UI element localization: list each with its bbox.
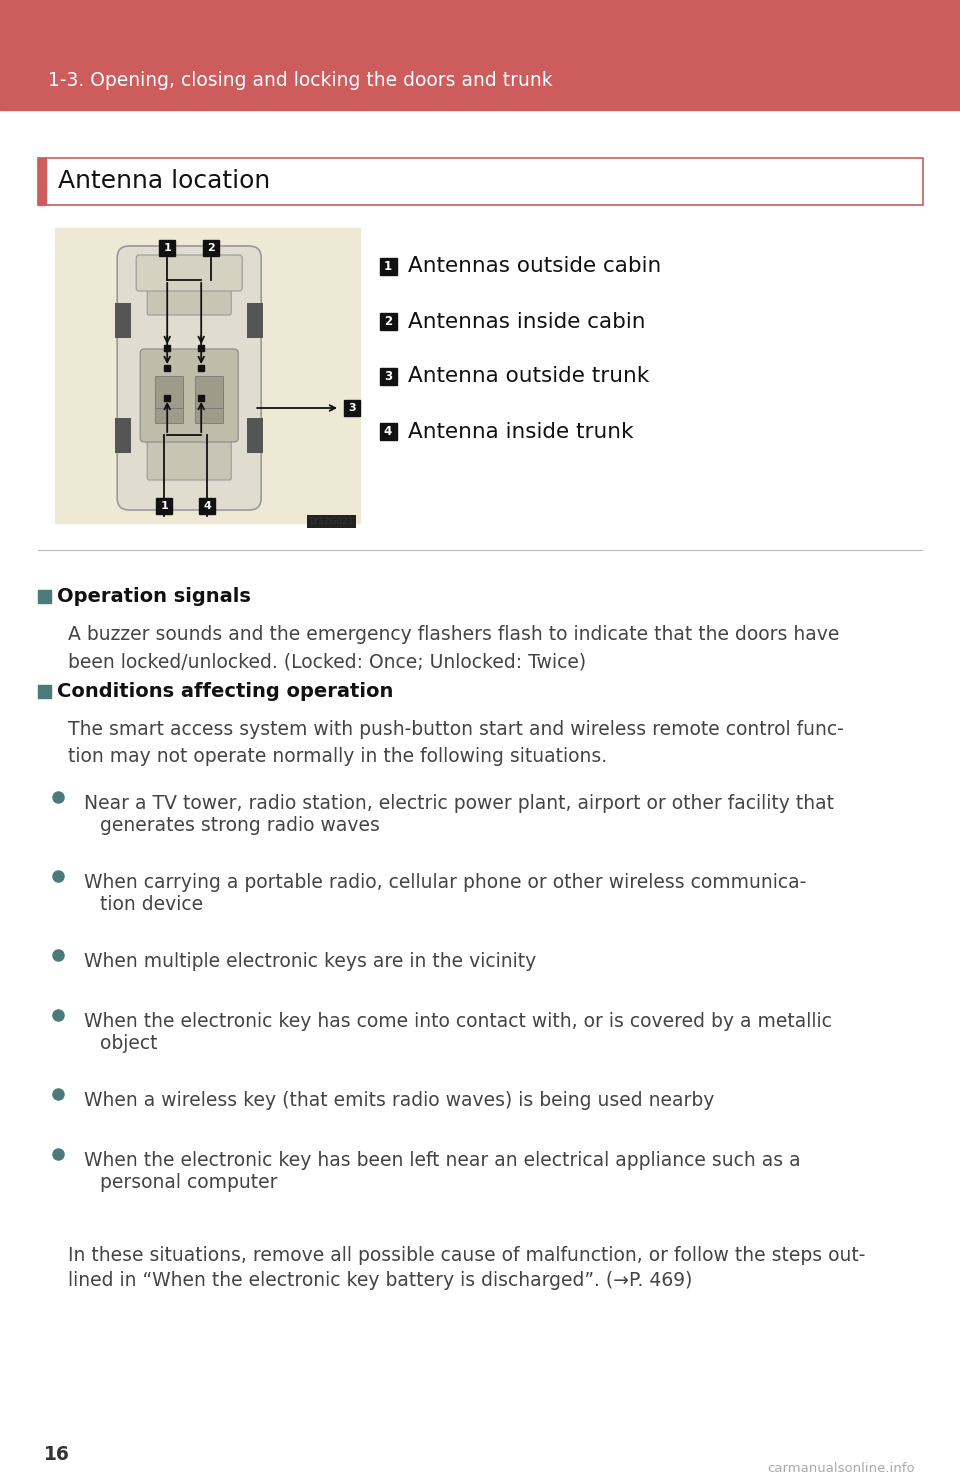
Bar [115,303,132,338]
Bar [379,313,396,329]
Bar [195,390,223,423]
Text: tion device: tion device [100,895,204,914]
Text: Antenna location: Antenna location [58,169,271,193]
Bar [248,418,263,453]
Text: When carrying a portable radio, cellular phone or other wireless communica-: When carrying a portable radio, cellular… [84,873,806,892]
Bar [38,686,51,697]
Text: Antennas inside cabin: Antennas inside cabin [408,312,645,331]
Bar [195,375,223,408]
Text: LY12G021: LY12G021 [309,516,354,525]
Bar [379,368,396,384]
Bar [200,499,215,513]
Bar [159,240,175,257]
Bar [156,390,183,423]
FancyBboxPatch shape [136,255,242,291]
FancyBboxPatch shape [140,349,238,442]
Text: personal computer: personal computer [100,1172,277,1192]
Text: 16: 16 [44,1445,70,1465]
Text: 2: 2 [207,243,215,252]
Text: Operation signals: Operation signals [57,588,251,605]
Bar [38,157,923,205]
Bar [115,418,132,453]
Text: A buzzer sounds and the emergency flashers flash to indicate that the doors have: A buzzer sounds and the emergency flashe… [68,625,839,671]
Text: In these situations, remove all possible cause of malfunction, or follow the ste: In these situations, remove all possible… [68,1247,865,1264]
Bar [156,375,183,408]
Text: The smart access system with push-button start and wireless remote control func-: The smart access system with push-button… [68,720,844,766]
Text: 2: 2 [384,315,392,328]
Bar [38,591,51,603]
Text: Antenna inside trunk: Antenna inside trunk [408,421,634,442]
Text: 1: 1 [163,243,171,252]
Text: 1-3. Opening, closing and locking the doors and trunk: 1-3. Opening, closing and locking the do… [48,71,553,89]
Text: When the electronic key has been left near an electrical appliance such as a: When the electronic key has been left ne… [84,1152,801,1169]
Text: Near a TV tower, radio station, electric power plant, airport or other facility : Near a TV tower, radio station, electric… [84,794,834,813]
Bar [379,423,396,439]
FancyBboxPatch shape [147,441,231,479]
Bar [344,401,360,416]
Text: carmanualsonline.info: carmanualsonline.info [767,1462,915,1475]
Text: When a wireless key (that emits radio waves) is being used nearby: When a wireless key (that emits radio wa… [84,1091,714,1110]
Text: 1: 1 [384,260,392,273]
Text: When multiple electronic keys are in the vicinity: When multiple electronic keys are in the… [84,953,537,971]
Bar [248,303,263,338]
Bar [379,258,396,275]
Bar [38,157,46,205]
Text: When the electronic key has come into contact with, or is covered by a metallic: When the electronic key has come into co… [84,1012,832,1031]
Text: 3: 3 [384,370,392,383]
Text: Conditions affecting operation: Conditions affecting operation [57,683,394,700]
Bar [55,229,360,522]
Bar [204,240,219,257]
Text: Antennas outside cabin: Antennas outside cabin [408,257,661,276]
Bar [0,0,960,110]
Text: lined in “When the electronic key battery is discharged”. (→P. 469): lined in “When the electronic key batter… [68,1270,692,1290]
Text: 1: 1 [160,502,168,510]
Text: object: object [100,1034,157,1054]
Bar [156,499,172,513]
Text: Antenna outside trunk: Antenna outside trunk [408,367,649,386]
Text: generates strong radio waves: generates strong radio waves [100,816,380,835]
Text: 4: 4 [384,424,392,438]
FancyBboxPatch shape [117,246,261,510]
Text: 3: 3 [348,404,356,413]
Text: 4: 4 [204,502,211,510]
FancyBboxPatch shape [147,276,231,315]
